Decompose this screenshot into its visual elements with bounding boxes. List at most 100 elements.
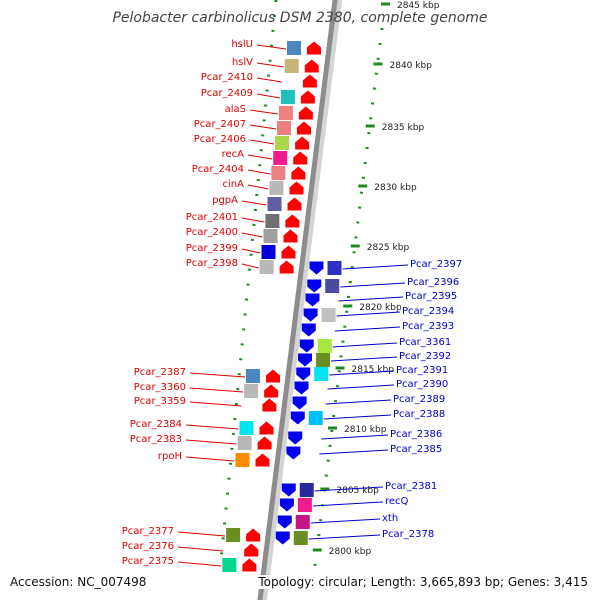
gene-label: Pcar_2401 [186,212,238,223]
gene-label: Pcar_3361 [399,337,451,348]
label-connector [185,424,239,430]
reverse-gene-arrow [298,353,312,367]
gene-label: Pcar_2398 [186,258,238,269]
reverse-gene-arrow [288,431,303,445]
label-connector [332,342,398,348]
reverse-gene-arrow [286,446,301,460]
minor-ticks-inner [219,0,278,561]
label-connector [310,518,381,524]
gene-label: Pcar_3359 [134,396,186,407]
cog-box [295,515,310,529]
ruler-ticks: 2845 kbp 2840 kbp 2835 kbp 2830 kbp 2825 kbp… [219,0,440,591]
gene-label: cinA [223,179,245,190]
tick-label: 2800 kbp [329,547,372,557]
label-connector [312,501,384,507]
gene-label: pgpA [212,195,238,206]
label-connector [177,561,222,567]
label-connector [249,124,277,130]
cog-box [280,90,295,104]
label-connector [329,370,395,376]
cog-box [226,528,241,542]
forward-gene-arrow [287,197,302,211]
label-connector [189,372,246,378]
tick-label: 2810 kbp [344,425,387,435]
cog-box [321,308,336,322]
forward-gene-arrow [283,229,298,243]
gene-label: Pcar_2378 [382,529,434,540]
tick-label: 2845 kbp [397,1,440,11]
cog-box [239,421,254,435]
forward-gene-arrow [264,384,279,398]
forward-gene-arrow [300,90,315,104]
cog-box [293,531,308,545]
reverse-gene-arrow [296,367,311,381]
tick-label: 2835 kbp [382,123,425,133]
forward-gene-arrow [302,74,317,88]
gene-label: Pcar_2404 [192,164,244,175]
gene-label: Pcar_2381 [385,481,437,492]
label-connector [249,139,275,145]
forward-gene-arrow [295,136,310,150]
tick-label: 2815 kbp [352,365,395,375]
label-connector [334,326,401,332]
tick-label: 2825 kbp [367,243,410,253]
label-connector [342,264,409,270]
label-connector [189,401,242,407]
cog-box [273,151,288,165]
label-connector [256,93,280,99]
gene-label: Pcar_2406 [194,134,246,145]
cog-box [277,121,291,135]
cog-box [278,106,293,120]
forward-gene-arrow [279,260,294,274]
forward-gene-arrow [242,558,257,572]
cog-box [325,279,340,293]
reverse-gene-arrow [294,381,309,395]
forward-gene-arrow [266,369,280,383]
cog-box [265,214,280,228]
forward-gene-arrow [244,543,259,557]
forward-gene-arrow [307,41,321,55]
reverse-gene-arrow [299,339,314,353]
gene-label: Pcar_2407 [194,119,246,130]
label-connector [325,399,392,405]
cog-box [269,181,284,195]
label-connector [177,531,226,537]
reverse-gene-arrow [301,323,316,337]
gene-label: Pcar_2376 [122,541,174,552]
gene-label: Pcar_2393 [402,321,454,332]
label-connector [241,263,259,269]
forward-gene-arrow [291,166,306,180]
reverse-gene-arrow [309,261,324,275]
forward-gene-arrow [257,436,272,450]
forward-gene-arrow [298,106,313,120]
gene-label: rpoH [158,451,182,462]
reverse-gene-arrow [307,279,322,293]
label-connector [319,449,389,455]
cog-box [235,453,250,467]
map-title: Pelobacter carbinolicus DSM 2380, comple… [112,10,488,26]
gene-label: Pcar_2394 [402,306,454,317]
gene-labels: hslU hslV Pcar_2410 Pcar_2409 alaS Pcar_2407 P… [122,39,462,567]
backbone-line [257,0,338,600]
gene-label: Pcar_2410 [201,72,253,83]
forward-gene-arrow [281,245,296,259]
gene-label: Pcar_2400 [186,227,238,238]
cog-box [263,229,278,243]
gene-label: Pcar_2387 [134,367,186,378]
tick-label: 2805 kbp [336,486,379,496]
label-connector [256,62,284,68]
cog-box [237,436,252,450]
forward-gene-arrow [259,421,274,435]
gene-label: Pcar_2386 [390,429,442,440]
gene-label: Pcar_2395 [405,291,457,302]
label-connector [308,534,381,540]
cog-box [271,166,286,180]
label-connector [185,439,237,445]
cog-box [222,558,237,572]
gene-label: Pcar_3360 [134,382,186,393]
label-connector [241,232,263,238]
label-connector [256,44,287,50]
label-connector [323,414,392,420]
cog-box [327,261,342,275]
